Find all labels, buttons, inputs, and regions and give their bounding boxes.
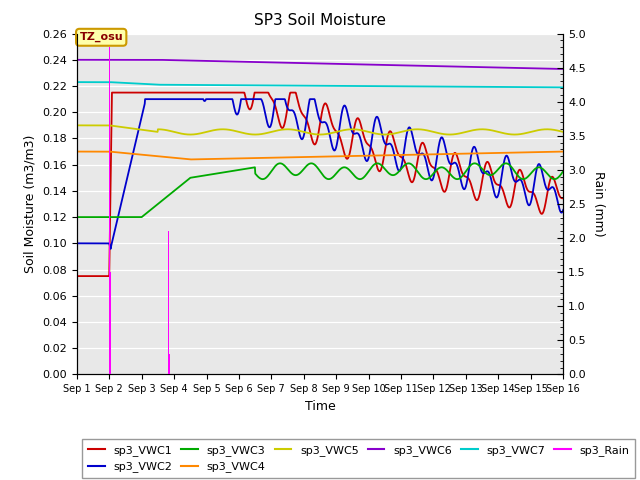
Bar bbox=[168, 306, 170, 374]
Bar bbox=[168, 231, 169, 374]
Bar bbox=[109, 136, 110, 374]
Legend: sp3_VWC1, sp3_VWC2, sp3_VWC3, sp3_VWC4, sp3_VWC5, sp3_VWC6, sp3_VWC7, sp3_Rain: sp3_VWC1, sp3_VWC2, sp3_VWC3, sp3_VWC4, … bbox=[83, 439, 636, 478]
Y-axis label: Soil Moisture (m3/m3): Soil Moisture (m3/m3) bbox=[24, 135, 36, 273]
Bar bbox=[169, 354, 170, 374]
X-axis label: Time: Time bbox=[305, 400, 335, 413]
Text: TZ_osu: TZ_osu bbox=[79, 32, 123, 42]
Y-axis label: Rain (mm): Rain (mm) bbox=[592, 171, 605, 237]
Title: SP3 Soil Moisture: SP3 Soil Moisture bbox=[254, 13, 386, 28]
Bar bbox=[110, 272, 111, 374]
